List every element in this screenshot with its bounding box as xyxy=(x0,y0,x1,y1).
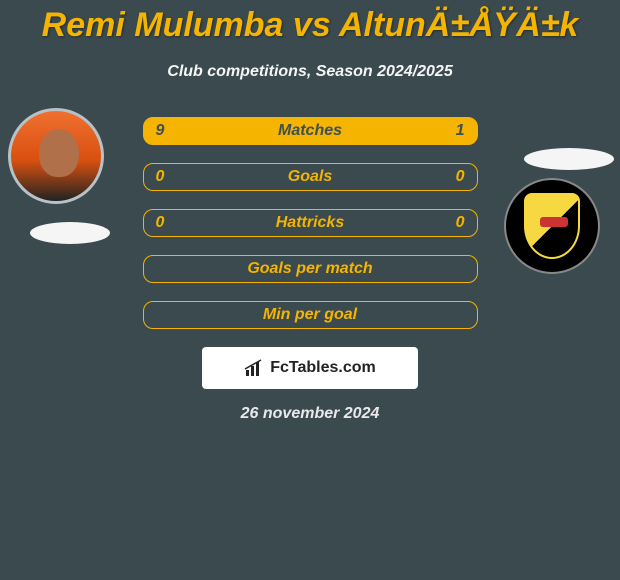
stat-value-right: 0 xyxy=(456,168,465,186)
stat-row-hattricks: 0 Hattricks 0 xyxy=(143,209,478,237)
stat-label: Min per goal xyxy=(144,306,477,324)
stats-container: 9 Matches 1 0 Goals 0 0 Hattricks 0 Goal… xyxy=(143,117,478,329)
shield-icon xyxy=(524,193,580,259)
stat-value-right: 1 xyxy=(456,122,465,140)
date-label: 26 november 2024 xyxy=(0,405,620,423)
bar-chart-icon xyxy=(244,358,264,378)
page-title: Remi Mulumba vs AltunÄ±ÅŸÄ±k xyxy=(0,0,620,45)
footer-label: FcTables.com xyxy=(270,359,376,377)
stat-label: Goals per match xyxy=(144,260,477,278)
club-right-badge-small xyxy=(524,148,614,170)
stat-label: Hattricks xyxy=(144,214,477,232)
footer-attribution: FcTables.com xyxy=(202,347,418,389)
subtitle: Club competitions, Season 2024/2025 xyxy=(0,63,620,81)
stat-row-matches: 9 Matches 1 xyxy=(143,117,478,145)
stat-value-right: 0 xyxy=(456,214,465,232)
stat-label: Matches xyxy=(144,122,477,140)
stat-row-min-per-goal: Min per goal xyxy=(143,301,478,329)
club-left-badge xyxy=(30,222,110,244)
club-right-badge xyxy=(504,178,600,274)
stat-label: Goals xyxy=(144,168,477,186)
stat-row-goals-per-match: Goals per match xyxy=(143,255,478,283)
player-left-avatar xyxy=(8,108,104,204)
stat-row-goals: 0 Goals 0 xyxy=(143,163,478,191)
